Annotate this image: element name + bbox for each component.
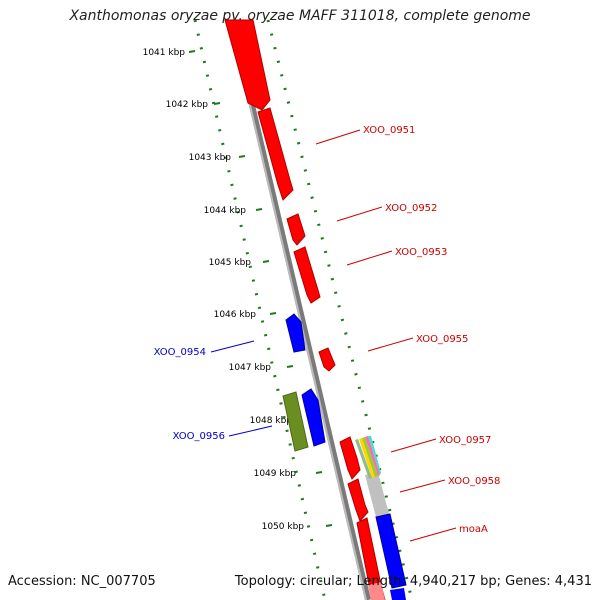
ruler-tick-mark (286, 365, 294, 368)
gene-block-pink (368, 582, 385, 600)
gene-xoo-0953[interactable] (293, 246, 321, 304)
gene-xoo-0957[interactable] (339, 436, 361, 480)
gene-label[interactable]: XOO_0952 (385, 203, 437, 214)
gene-leader-line (390, 438, 437, 453)
genes-minus-strand (282, 313, 326, 452)
gene-leader-line (399, 479, 446, 493)
genome-summary-text: Topology: circular; Length: 4,940,217 bp… (234, 574, 592, 589)
gene-label[interactable]: XOO_0951 (363, 125, 415, 136)
gene-leader-line (336, 206, 383, 222)
feature-stripes (355, 436, 381, 479)
ruler-ticks: 1041 kbp 1042 kbp 1043 kbp 1044 kbp 1045 kbp… (143, 48, 333, 532)
ruler-tick-mark (325, 524, 333, 527)
gene-labels: XOO_0951 XOO_0952 XOO_0953 XOO_0955 XOO_0957… (154, 125, 500, 542)
gene-leader-line (210, 340, 255, 353)
gene-leader-line (367, 337, 414, 352)
gene-leader-line (346, 250, 393, 266)
accession-text: Accession: NC_007705 (8, 574, 156, 589)
gene-xoo-0955[interactable] (318, 347, 336, 372)
ruler-tick-label: 1048 kbp (250, 416, 293, 426)
ruler-tick-mark (315, 471, 323, 474)
ruler-tick-label: 1041 kbp (143, 48, 186, 58)
gene-label[interactable]: XOO_0953 (395, 247, 447, 258)
gene-xoo-0956[interactable] (301, 388, 326, 447)
gene-region-grey (365, 472, 390, 521)
map-title: Xanthomonas oryzae pv. oryzae MAFF 31101… (69, 8, 531, 24)
ruler-tick-mark (262, 260, 270, 263)
gene-xoo-0950[interactable] (224, 19, 271, 111)
gene-label[interactable]: XOO_0954 (154, 347, 206, 358)
gene-xoo-0951[interactable] (257, 107, 294, 201)
gene-block-blue-bottom (390, 588, 406, 600)
gene-leader-line (315, 129, 361, 145)
ruler-tick-mark (255, 208, 263, 211)
ruler-right (266, 19, 414, 600)
gene-label[interactable]: moaA (459, 524, 488, 535)
ruler-tick-mark (269, 312, 277, 315)
gene-xoo-0954[interactable] (285, 313, 306, 353)
ruler-tick-label: 1050 kbp (262, 522, 305, 532)
gene-leader-line (409, 527, 457, 542)
ruler-tick-label: 1047 kbp (229, 363, 272, 373)
ruler-tick-label: 1042 kbp (166, 100, 209, 110)
ruler-tick-label: 1044 kbp (204, 206, 247, 216)
ruler-tick-label: 1043 kbp (189, 153, 232, 163)
ruler-tick-mark (213, 102, 221, 105)
gene-label[interactable]: XOO_0956 (173, 431, 225, 442)
gene-xoo-0952[interactable] (286, 213, 306, 246)
ruler-tick-mark (238, 155, 246, 158)
ruler-tick-label: 1049 kbp (254, 469, 297, 479)
ruler-tick-label: 1046 kbp (214, 310, 257, 320)
gene-xoo-0958[interactable] (347, 478, 369, 522)
gene-label[interactable]: XOO_0957 (439, 435, 491, 446)
ruler-tick-label: 1045 kbp (209, 258, 252, 268)
gene-label[interactable]: XOO_0955 (416, 334, 468, 345)
gene-label[interactable]: XOO_0958 (448, 476, 500, 487)
ruler-tick-mark (188, 50, 196, 53)
gene-block-blue-lower[interactable] (375, 513, 407, 589)
genes-plus-strand (224, 19, 407, 600)
gene-leader-line (228, 425, 273, 437)
genome-backbone (229, 19, 371, 600)
ruler-left (193, 19, 327, 600)
gene-olive[interactable] (282, 391, 309, 452)
